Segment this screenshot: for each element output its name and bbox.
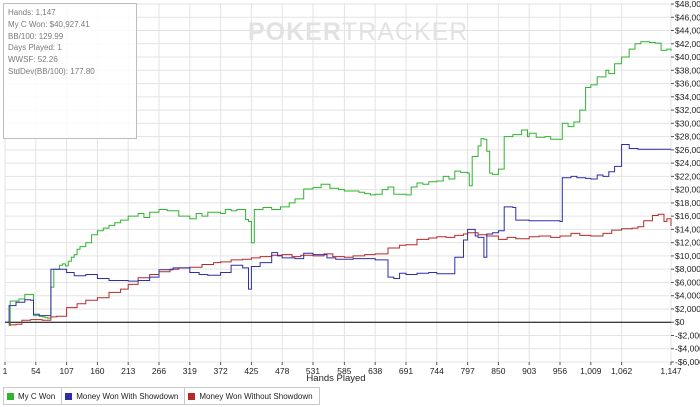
x-tick-label: 531 — [306, 366, 320, 376]
y-tick-label: -$6,000 — [675, 357, 700, 367]
legend-swatch-blue — [65, 392, 73, 400]
legend-label: Money Won Without Showdown — [199, 391, 313, 401]
stat-days: Days Played: 1 — [8, 43, 62, 53]
x-tick-label: 797 — [461, 366, 475, 376]
y-tick-label: $26,000 — [675, 145, 700, 155]
legend-swatch-green — [7, 392, 14, 400]
y-tick-label: $24,000 — [675, 158, 700, 168]
x-tick-label: 956 — [553, 366, 567, 376]
x-tick-label: 160 — [90, 366, 104, 376]
y-tick-label: $28,000 — [675, 132, 700, 142]
y-tick-label: $44,000 — [675, 26, 700, 36]
x-tick-label: 425 — [244, 366, 258, 376]
x-tick-label: 107 — [60, 366, 74, 376]
x-tick-label: 850 — [491, 366, 505, 376]
y-tick-label: $10,000 — [675, 251, 700, 261]
y-tick-label: -$4,000 — [675, 344, 700, 354]
stat-stddev: StdDev(BB/100): 177.80 — [8, 66, 95, 76]
y-tick-label: $0 — [675, 317, 685, 327]
y-tick-label: $2,000 — [675, 304, 700, 314]
x-tick-label: 213 — [121, 366, 135, 376]
series-line-money-won-without-showdown — [5, 213, 672, 326]
series-line-my-c-won — [5, 41, 672, 326]
axes — [4, 3, 674, 365]
watermark-bold: POKER — [248, 18, 342, 46]
y-tick-label: $42,000 — [675, 39, 700, 49]
stats-panel: Hands: 1,147 My C Won: $40,927.41 BB/100… — [3, 3, 137, 139]
legend-label: My C Won — [18, 391, 56, 401]
y-tick-label: $46,000 — [675, 12, 700, 22]
y-tick-label: $38,000 — [675, 65, 700, 75]
watermark-thin: TRACKER — [341, 18, 469, 46]
legend: My C Won Money Won With Showdown Money W… — [3, 387, 320, 405]
x-tick-label: 1,062 — [611, 366, 633, 376]
x-tick-label: 1,147 — [660, 366, 682, 376]
y-tick-label: $32,000 — [675, 105, 700, 115]
legend-swatch-red — [188, 392, 196, 400]
legend-label: Money Won With Showdown — [76, 391, 179, 401]
tick-labels: -$6,000 -$4,000 -$2,000 $0 $2,000 $4,000 $6,00… — [3, 0, 700, 376]
x-tick-label: 744 — [430, 366, 444, 376]
y-tick-label: $22,000 — [675, 171, 700, 181]
y-tick-label: $18,000 — [675, 198, 700, 208]
y-tick-label: $48,000 — [675, 0, 700, 9]
y-tick-label: $16,000 — [675, 211, 700, 221]
series-line-money-won-with-showdown — [5, 144, 671, 323]
x-tick-label: 1,009 — [580, 366, 602, 376]
y-tick-label: $34,000 — [675, 92, 700, 102]
x-axis-title: Hands Played — [306, 373, 365, 384]
legend-item-my-c-won[interactable]: My C Won — [3, 387, 63, 405]
stat-hands: Hands: 1,147 — [8, 8, 56, 17]
y-tick-label: $8,000 — [675, 264, 700, 274]
x-tick-label: 691 — [399, 366, 413, 376]
legend-item-no-showdown[interactable]: Money Won Without Showdown — [184, 387, 320, 405]
y-tick-label: $4,000 — [675, 291, 700, 301]
series-lines — [5, 41, 672, 326]
x-tick-label: 638 — [368, 366, 382, 376]
y-tick-label: -$2,000 — [675, 330, 700, 340]
stat-bb100: BB/100: 129.99 — [8, 31, 64, 41]
x-tick-label: 585 — [337, 366, 351, 376]
y-tick-label: $20,000 — [675, 185, 700, 195]
stat-wwsf: WWSF: 52.26 — [8, 55, 58, 65]
x-tick-label: 478 — [275, 366, 289, 376]
y-tick-label: $14,000 — [675, 224, 700, 234]
x-tick-label: 54 — [31, 366, 41, 376]
y-tick-label: $40,000 — [675, 52, 700, 62]
legend-item-showdown[interactable]: Money Won With Showdown — [61, 387, 186, 405]
stat-won: My C Won: $40,927.41 — [8, 19, 90, 29]
x-tick-label: 1 — [3, 366, 8, 376]
x-tick-label: 372 — [214, 366, 228, 376]
x-tick-label: 319 — [183, 366, 197, 376]
watermark-logo: POKERTRACKER — [248, 18, 468, 47]
y-tick-label: $30,000 — [675, 118, 700, 128]
x-tick-label: 903 — [522, 366, 536, 376]
y-tick-label: $12,000 — [675, 238, 700, 248]
x-tick-label: 266 — [152, 366, 166, 376]
y-tick-label: $6,000 — [675, 277, 700, 287]
y-tick-label: $36,000 — [675, 79, 700, 89]
